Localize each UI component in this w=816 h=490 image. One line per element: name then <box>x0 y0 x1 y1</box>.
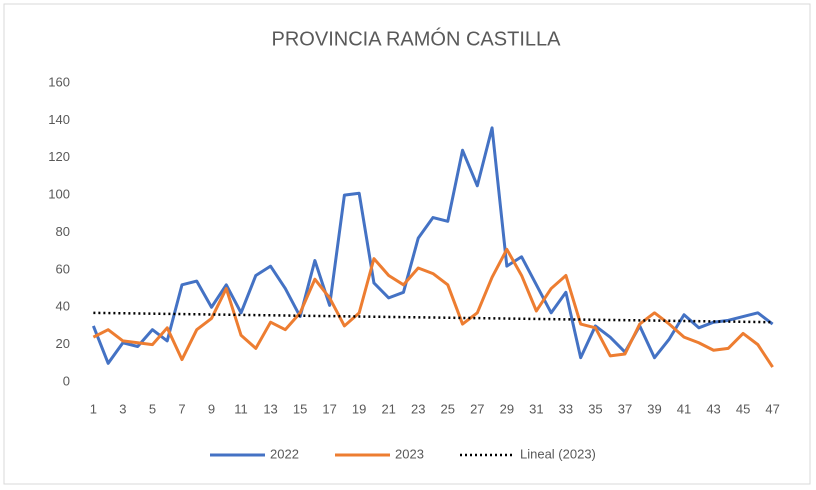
x-tick-label: 1 <box>90 401 97 416</box>
x-tick-label: 35 <box>588 401 602 416</box>
legend-label: 2022 <box>270 446 299 461</box>
y-tick-label: 80 <box>56 224 70 239</box>
legend-label: Lineal (2023) <box>520 446 596 461</box>
trendline <box>93 311 773 324</box>
y-tick-label: 60 <box>56 261 70 276</box>
y-tick-label: 20 <box>56 336 70 351</box>
y-tick-label: 120 <box>48 149 70 164</box>
series-line <box>92 247 774 368</box>
y-tick-label: 100 <box>48 187 70 202</box>
x-tick-label: 9 <box>208 401 215 416</box>
y-tick-label: 40 <box>56 299 70 314</box>
x-tick-label: 19 <box>352 401 366 416</box>
x-tick-label: 47 <box>765 401 779 416</box>
x-tick-label: 41 <box>677 401 691 416</box>
x-tick-label: 17 <box>322 401 336 416</box>
y-tick-label: 140 <box>48 112 70 127</box>
x-tick-label: 45 <box>736 401 750 416</box>
chart-title: PROVINCIA RAMÓN CASTILLA <box>272 27 562 50</box>
x-tick-label: 37 <box>618 401 632 416</box>
x-tick-label: 39 <box>647 401 661 416</box>
x-tick-label: 29 <box>500 401 514 416</box>
x-tick-label: 3 <box>119 401 126 416</box>
y-tick-label: 160 <box>48 74 70 89</box>
x-tick-label: 13 <box>263 401 277 416</box>
series-line <box>91 126 774 365</box>
x-tick-label: 11 <box>234 401 248 416</box>
x-tick-label: 15 <box>293 401 307 416</box>
x-tick-label: 31 <box>529 401 543 416</box>
x-tick-label: 27 <box>470 401 484 416</box>
chart-frame <box>3 3 811 485</box>
x-tick-label: 25 <box>441 401 455 416</box>
x-tick-label: 7 <box>178 401 185 416</box>
x-tick-label: 33 <box>559 401 573 416</box>
legend-label: 2023 <box>395 446 424 461</box>
y-tick-label: 0 <box>63 373 70 388</box>
x-tick-label: 43 <box>706 401 720 416</box>
x-tick-label: 5 <box>149 401 156 416</box>
x-tick-label: 23 <box>411 401 425 416</box>
x-tick-label: 21 <box>381 401 395 416</box>
